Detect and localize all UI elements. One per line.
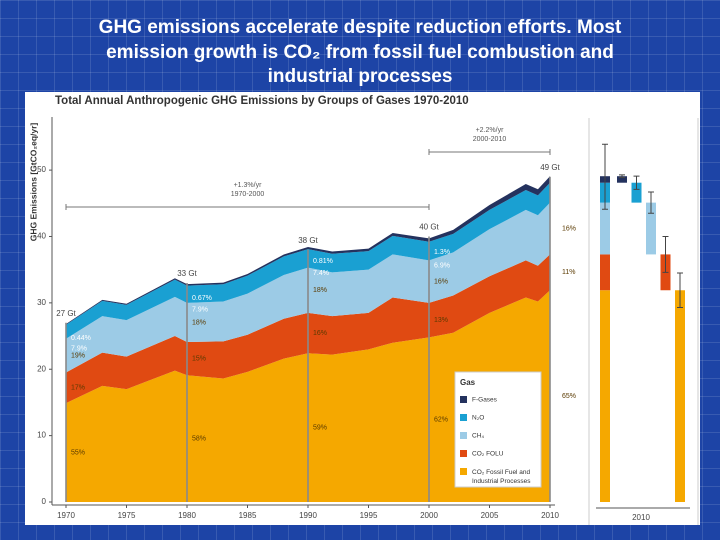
y-axis-label: GHG Emissions [GtCO₂eq/yr] [28, 123, 38, 242]
annotation-period: 1970-2000 [231, 191, 265, 198]
share-label: 1.3% [434, 249, 450, 256]
legend-swatch [460, 414, 467, 421]
slide-title: emission growth is CO₂ from fossil fuel … [106, 42, 614, 63]
legend-swatch [460, 450, 467, 457]
share-label: 55% [71, 449, 85, 456]
legend-title: Gas [460, 378, 476, 387]
share-label: 0.44% [71, 335, 91, 342]
share-label: 17% [71, 385, 85, 392]
y-tick-label: 0 [42, 497, 47, 506]
total-label: 33 Gt [177, 269, 197, 278]
share-label: 65% [562, 393, 576, 400]
share-label: 6.2% [562, 190, 578, 197]
y-tick-label: 40 [37, 232, 46, 241]
share-label: 19% [71, 352, 85, 359]
x-tick-label: 2010 [541, 511, 559, 520]
share-label: 58% [192, 435, 206, 442]
total-label: 27 Gt [56, 309, 76, 318]
legend-swatch [460, 432, 467, 439]
share-label: 7.4% [313, 270, 329, 277]
error-bar [677, 272, 683, 309]
share-label: 16% [313, 330, 327, 337]
stack-bar [600, 254, 610, 291]
annotation-bracket [428, 149, 551, 155]
y-tick-label: 30 [37, 298, 46, 307]
share-label: 0.67% [192, 295, 212, 302]
share-label: 0.81% [313, 258, 333, 265]
slide-title: GHG emissions accelerate despite reducti… [99, 17, 622, 38]
x-tick-label: 1995 [360, 511, 378, 520]
error-bar [619, 174, 625, 179]
error-bar [633, 175, 640, 190]
chart-title: Total Annual Anthropogenic GHG Emissions… [55, 95, 469, 107]
slide-title: industrial processes [268, 66, 453, 87]
legend-swatch [460, 468, 467, 475]
share-label: 7.9% [71, 346, 87, 353]
share-label: 62% [434, 417, 448, 424]
y-tick-label: 50 [37, 165, 46, 174]
annotation-period: 2000-2010 [473, 136, 507, 143]
share-label: 16% [434, 278, 448, 285]
y-tick-label: 20 [37, 364, 46, 373]
share-label: 16% [562, 225, 576, 232]
total-label: 38 Gt [298, 236, 318, 245]
x-tick-label: 1970 [57, 511, 75, 520]
annotation-bracket [65, 204, 430, 210]
x-tick-label: 1980 [178, 511, 196, 520]
y-tick-label: 10 [37, 431, 46, 440]
share-label: 18% [192, 319, 206, 326]
legend-swatch [460, 396, 467, 403]
annotation-rate: +1.3%/yr [234, 182, 262, 189]
x-tick-label: 2000 [420, 511, 438, 520]
legend-label: N₂O [472, 415, 484, 422]
total-label: 49 Gt [540, 163, 560, 172]
legend-box [454, 371, 542, 488]
share-label: 11% [562, 269, 576, 276]
share-label: 15% [192, 355, 206, 362]
share-label: 6.9% [434, 263, 450, 270]
x-tick-label: 1985 [239, 511, 257, 520]
error-bar [602, 143, 608, 210]
error-bar [662, 235, 669, 273]
waterfall-bar [646, 202, 656, 255]
waterfall-bar [675, 290, 685, 502]
waterfall-bar [617, 176, 627, 183]
share-label: 7.9% [192, 306, 208, 313]
legend-label: CO₂ FOLU [472, 451, 504, 458]
panel-year: 2010 [632, 513, 650, 522]
x-tick-label: 1990 [299, 511, 317, 520]
annotation-rate: +2.2%/yr [476, 127, 504, 134]
total-label: 40 Gt [419, 223, 439, 232]
legend-label: F-Gases [472, 397, 498, 404]
x-tick-label: 2005 [481, 511, 499, 520]
stack-bar [600, 202, 610, 255]
stack-bar [600, 290, 610, 502]
legend-label: CO₂ Fossil Fuel and Industrial Processes [472, 469, 531, 485]
legend-label: CH₄ [472, 433, 484, 440]
waterfall-bar [631, 182, 642, 203]
share-label: 18% [313, 287, 327, 294]
x-tick-label: 1975 [118, 511, 136, 520]
error-bar [648, 191, 654, 214]
share-label: 59% [313, 424, 327, 431]
share-label: 13% [434, 317, 448, 324]
share-label: 2.0% [562, 171, 578, 178]
